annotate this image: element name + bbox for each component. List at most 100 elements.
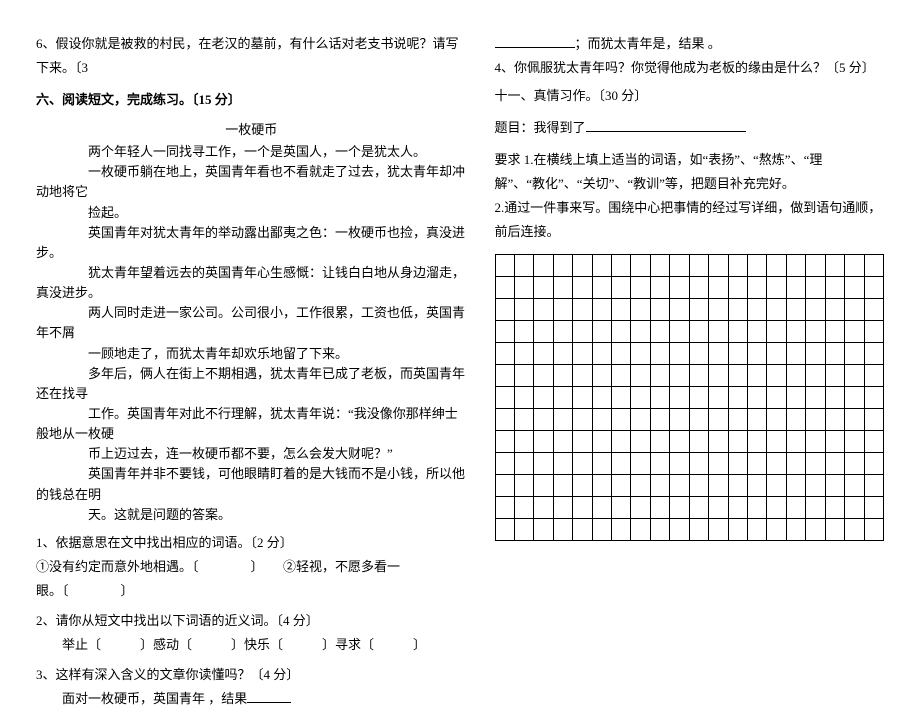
grid-cell[interactable] — [495, 299, 514, 321]
grid-cell[interactable] — [631, 255, 650, 277]
grid-cell[interactable] — [747, 299, 766, 321]
grid-cell[interactable] — [689, 431, 708, 453]
grid-cell[interactable] — [573, 321, 592, 343]
grid-cell[interactable] — [786, 255, 805, 277]
grid-cell[interactable] — [612, 299, 631, 321]
grid-cell[interactable] — [728, 453, 747, 475]
grid-cell[interactable] — [747, 365, 766, 387]
grid-cell[interactable] — [631, 431, 650, 453]
grid-cell[interactable] — [825, 453, 844, 475]
grid-cell[interactable] — [650, 299, 669, 321]
grid-cell[interactable] — [650, 343, 669, 365]
grid-cell[interactable] — [631, 365, 650, 387]
grid-cell[interactable] — [514, 299, 533, 321]
grid-cell[interactable] — [806, 431, 825, 453]
grid-cell[interactable] — [728, 409, 747, 431]
grid-cell[interactable] — [747, 277, 766, 299]
grid-cell[interactable] — [495, 519, 514, 541]
grid-cell[interactable] — [534, 497, 553, 519]
grid-cell[interactable] — [612, 497, 631, 519]
grid-cell[interactable] — [786, 431, 805, 453]
grid-cell[interactable] — [864, 475, 883, 497]
grid-cell[interactable] — [845, 387, 864, 409]
grid-cell[interactable] — [650, 453, 669, 475]
grid-cell[interactable] — [592, 343, 611, 365]
grid-cell[interactable] — [553, 321, 572, 343]
grid-cell[interactable] — [845, 255, 864, 277]
grid-cell[interactable] — [553, 409, 572, 431]
grid-cell[interactable] — [747, 475, 766, 497]
fill-blank[interactable] — [586, 119, 746, 132]
grid-cell[interactable] — [845, 431, 864, 453]
grid-cell[interactable] — [553, 255, 572, 277]
grid-cell[interactable] — [612, 277, 631, 299]
grid-cell[interactable] — [592, 497, 611, 519]
grid-cell[interactable] — [631, 321, 650, 343]
grid-cell[interactable] — [573, 519, 592, 541]
grid-cell[interactable] — [709, 365, 728, 387]
grid-cell[interactable] — [592, 299, 611, 321]
grid-cell[interactable] — [767, 299, 786, 321]
grid-cell[interactable] — [864, 365, 883, 387]
grid-cell[interactable] — [534, 387, 553, 409]
grid-cell[interactable] — [709, 343, 728, 365]
grid-cell[interactable] — [670, 299, 689, 321]
grid-cell[interactable] — [650, 475, 669, 497]
grid-cell[interactable] — [514, 409, 533, 431]
grid-cell[interactable] — [709, 519, 728, 541]
writing-grid[interactable] — [495, 254, 885, 541]
grid-cell[interactable] — [806, 409, 825, 431]
grid-cell[interactable] — [650, 255, 669, 277]
grid-cell[interactable] — [786, 343, 805, 365]
grid-cell[interactable] — [806, 519, 825, 541]
grid-cell[interactable] — [767, 409, 786, 431]
grid-cell[interactable] — [825, 409, 844, 431]
grid-cell[interactable] — [864, 497, 883, 519]
grid-cell[interactable] — [806, 475, 825, 497]
grid-cell[interactable] — [767, 343, 786, 365]
grid-cell[interactable] — [806, 343, 825, 365]
grid-cell[interactable] — [670, 277, 689, 299]
grid-cell[interactable] — [553, 475, 572, 497]
grid-cell[interactable] — [670, 475, 689, 497]
grid-cell[interactable] — [786, 475, 805, 497]
grid-cell[interactable] — [553, 365, 572, 387]
grid-cell[interactable] — [534, 475, 553, 497]
grid-cell[interactable] — [728, 365, 747, 387]
grid-cell[interactable] — [689, 321, 708, 343]
grid-cell[interactable] — [670, 387, 689, 409]
grid-cell[interactable] — [747, 343, 766, 365]
grid-cell[interactable] — [728, 497, 747, 519]
grid-cell[interactable] — [650, 321, 669, 343]
grid-cell[interactable] — [534, 277, 553, 299]
grid-cell[interactable] — [786, 387, 805, 409]
grid-cell[interactable] — [573, 255, 592, 277]
grid-cell[interactable] — [612, 387, 631, 409]
grid-cell[interactable] — [845, 343, 864, 365]
grid-cell[interactable] — [592, 277, 611, 299]
grid-cell[interactable] — [806, 277, 825, 299]
grid-cell[interactable] — [806, 321, 825, 343]
grid-cell[interactable] — [767, 431, 786, 453]
grid-cell[interactable] — [709, 387, 728, 409]
grid-cell[interactable] — [534, 519, 553, 541]
grid-cell[interactable] — [592, 409, 611, 431]
grid-cell[interactable] — [825, 497, 844, 519]
grid-cell[interactable] — [747, 387, 766, 409]
grid-cell[interactable] — [709, 255, 728, 277]
grid-cell[interactable] — [864, 277, 883, 299]
grid-cell[interactable] — [845, 365, 864, 387]
grid-cell[interactable] — [728, 255, 747, 277]
grid-cell[interactable] — [786, 453, 805, 475]
grid-cell[interactable] — [709, 299, 728, 321]
fill-blank[interactable] — [247, 690, 291, 703]
grid-cell[interactable] — [864, 255, 883, 277]
grid-cell[interactable] — [631, 453, 650, 475]
grid-cell[interactable] — [786, 321, 805, 343]
grid-cell[interactable] — [553, 497, 572, 519]
grid-cell[interactable] — [806, 255, 825, 277]
grid-cell[interactable] — [631, 387, 650, 409]
grid-cell[interactable] — [767, 519, 786, 541]
grid-cell[interactable] — [825, 431, 844, 453]
fill-blank[interactable] — [495, 35, 575, 48]
